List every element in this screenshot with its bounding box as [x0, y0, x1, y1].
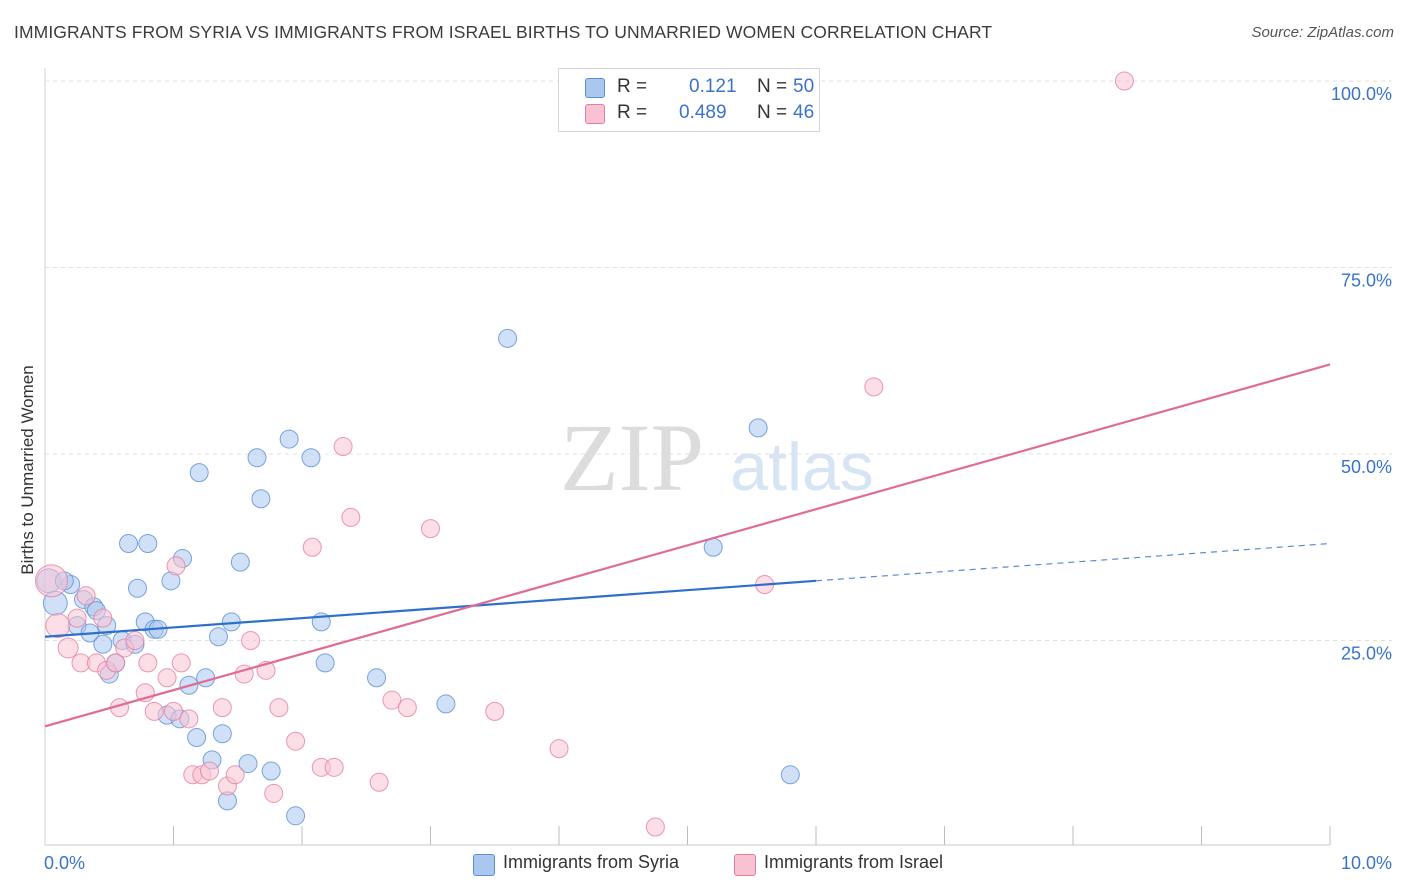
- tick-labels: 25.0% 50.0% 75.0% 100.0% 0.0% 10.0%: [44, 84, 1392, 873]
- x-tick-label: 10.0%: [1341, 853, 1392, 873]
- series-immigrants-from-israel: [34, 71, 1134, 837]
- legend-swatch-israel: [585, 104, 605, 124]
- data-point: [498, 328, 518, 348]
- data-point: [45, 613, 71, 639]
- legend-swatch-syria: [585, 78, 605, 98]
- gridlines: [45, 80, 1392, 641]
- data-point: [780, 765, 800, 785]
- data-point: [157, 668, 177, 688]
- data-point: [128, 578, 148, 598]
- y-tick-label: 75.0%: [1341, 271, 1392, 291]
- legend-swatch-israel: [734, 854, 756, 876]
- data-point: [238, 754, 258, 774]
- data-point: [264, 783, 284, 803]
- legend-r-label: R =: [617, 102, 648, 123]
- data-point: [212, 698, 232, 718]
- trend-line-israel: [44, 363, 1331, 728]
- trend-line-syria-extension: [815, 542, 1331, 582]
- trend-lines: [44, 363, 1331, 728]
- legend-r-label: R =: [617, 76, 648, 97]
- y-tick-label: 100.0%: [1331, 84, 1392, 104]
- data-point: [397, 698, 417, 718]
- data-point: [166, 556, 186, 576]
- data-point: [645, 817, 665, 837]
- data-point: [864, 377, 884, 397]
- data-point: [549, 739, 569, 759]
- data-point: [189, 463, 209, 483]
- data-point: [302, 537, 322, 557]
- data-point: [125, 631, 145, 650]
- data-point: [199, 761, 219, 781]
- y-axis-label: Births to Unmarried Women: [18, 365, 37, 575]
- legend-n-label: N =: [757, 76, 788, 97]
- data-point: [324, 757, 344, 777]
- axes: [44, 68, 1331, 846]
- legend-n-label: N =: [757, 102, 788, 123]
- data-point: [187, 727, 207, 747]
- data-point: [286, 806, 306, 826]
- data-point: [179, 709, 199, 729]
- legend-label-israel: Immigrants from Israel: [764, 852, 944, 872]
- data-point: [230, 552, 250, 572]
- data-point: [67, 608, 87, 628]
- correlation-legend: R = 0.121 N = 50 R = 0.489 N = 46: [558, 68, 820, 132]
- legend-n-value: 50: [793, 76, 815, 97]
- data-point: [286, 731, 306, 751]
- data-point: [164, 701, 183, 721]
- data-point: [341, 507, 361, 527]
- data-point: [196, 668, 216, 688]
- data-point: [76, 586, 96, 606]
- data-point: [315, 653, 335, 673]
- legend-swatch-syria: [473, 854, 495, 876]
- chart-title: IMMIGRANTS FROM SYRIA VS IMMIGRANTS FROM…: [14, 22, 993, 42]
- watermark: ZIP atlas: [560, 404, 874, 511]
- data-point: [279, 429, 299, 449]
- data-point: [208, 627, 228, 647]
- data-point: [382, 690, 402, 710]
- data-point: [138, 534, 158, 554]
- data-point: [1114, 71, 1134, 91]
- legend-r-value: 0.489: [679, 102, 727, 123]
- data-point: [119, 534, 139, 554]
- legend-n-value: 46: [793, 102, 815, 123]
- data-point: [106, 653, 126, 673]
- data-point: [225, 765, 245, 785]
- data-point: [748, 418, 768, 438]
- data-point: [144, 701, 164, 721]
- data-point: [485, 701, 505, 721]
- data-point: [241, 631, 261, 650]
- watermark-atlas: atlas: [730, 429, 874, 505]
- source-label: Source: ZipAtlas.com: [1251, 24, 1394, 41]
- data-point: [269, 698, 289, 718]
- data-point: [301, 448, 321, 468]
- data-point: [93, 608, 113, 628]
- data-point: [34, 564, 68, 598]
- trend-line-syria: [44, 579, 817, 638]
- y-tick-label: 25.0%: [1341, 644, 1392, 664]
- data-point: [367, 668, 387, 688]
- data-point: [369, 772, 389, 792]
- data-point: [333, 437, 353, 457]
- data-point: [93, 634, 113, 654]
- data-point: [251, 489, 271, 509]
- data-point: [436, 694, 456, 714]
- legend-r-value: 0.121: [689, 76, 737, 97]
- data-point: [421, 519, 440, 539]
- data-point: [247, 448, 267, 468]
- legend-label-syria: Immigrants from Syria: [503, 852, 680, 872]
- data-point: [171, 653, 191, 673]
- watermark-zip: ZIP: [560, 404, 704, 511]
- y-tick-label: 50.0%: [1341, 457, 1392, 477]
- data-point: [212, 724, 232, 744]
- data-point: [57, 637, 79, 659]
- x-tick-label: 0.0%: [44, 853, 85, 873]
- data-point: [261, 761, 281, 781]
- data-point: [138, 653, 158, 673]
